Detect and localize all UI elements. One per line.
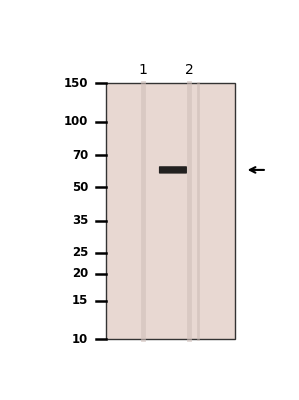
Bar — [106, 84, 236, 339]
FancyBboxPatch shape — [159, 166, 187, 174]
Text: 2: 2 — [185, 62, 193, 76]
Text: 20: 20 — [72, 267, 89, 280]
Text: 100: 100 — [64, 115, 89, 128]
Text: 70: 70 — [72, 149, 89, 162]
Text: 15: 15 — [72, 294, 89, 307]
Text: 150: 150 — [64, 77, 89, 90]
Text: 50: 50 — [72, 181, 89, 194]
Text: 10: 10 — [72, 332, 89, 346]
Text: 1: 1 — [138, 62, 147, 76]
Text: 25: 25 — [72, 246, 89, 259]
Text: 35: 35 — [72, 214, 89, 227]
